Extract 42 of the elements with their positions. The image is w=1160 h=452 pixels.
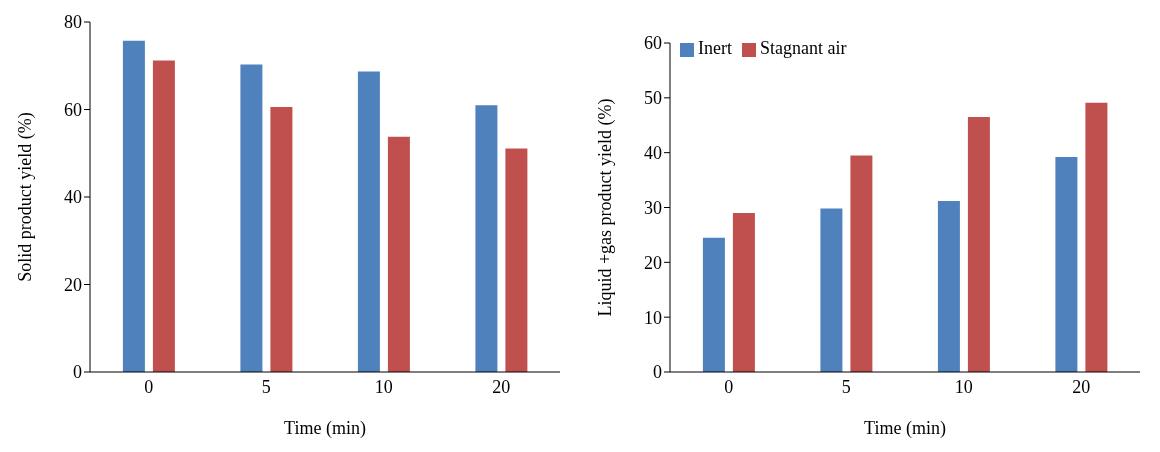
x-tick-label: 5 (841, 376, 851, 397)
y-tick-label: 0 (653, 362, 662, 383)
y-tick-label: 10 (644, 307, 662, 328)
bar (820, 208, 843, 372)
bar (475, 105, 498, 372)
bar (850, 155, 873, 372)
bar (967, 117, 990, 372)
y-tick-label: 20 (644, 252, 662, 273)
x-tick-label: 0 (144, 376, 154, 397)
y-tick-label: 60 (644, 33, 662, 54)
x-tick-label: 5 (261, 376, 271, 397)
y-axis-title: Liquid +gas product yield (%) (595, 98, 617, 317)
bar (357, 71, 380, 372)
bar (270, 106, 293, 372)
bar (1085, 102, 1108, 372)
y-tick-label: 20 (64, 274, 82, 295)
x-tick-label: 10 (954, 376, 973, 397)
legend-label: Stagnant air (759, 38, 847, 58)
bar (1055, 157, 1078, 372)
y-tick-label: 0 (73, 362, 82, 383)
y-tick-label: 30 (644, 197, 662, 218)
x-tick-label: 20 (492, 376, 511, 397)
x-tick-label: 0 (724, 376, 734, 397)
bar (732, 212, 755, 372)
bar (387, 136, 410, 372)
y-tick-label: 80 (64, 12, 82, 33)
x-tick-label: 10 (374, 376, 393, 397)
x-axis-title: Time (min) (284, 418, 366, 439)
y-tick-label: 40 (644, 143, 662, 164)
bar (240, 64, 263, 372)
bar (122, 40, 145, 372)
bar (702, 237, 725, 372)
bar (937, 200, 960, 372)
y-tick-label: 50 (644, 88, 662, 109)
legend-label: Inert (698, 38, 732, 58)
y-axis-title: Solid product yield (%) (15, 112, 37, 282)
y-tick-label: 40 (64, 187, 82, 208)
x-axis-title: Time (min) (864, 418, 946, 439)
y-tick-label: 60 (64, 99, 82, 120)
x-tick-label: 20 (1072, 376, 1091, 397)
bar (152, 60, 175, 372)
bar (505, 148, 528, 372)
